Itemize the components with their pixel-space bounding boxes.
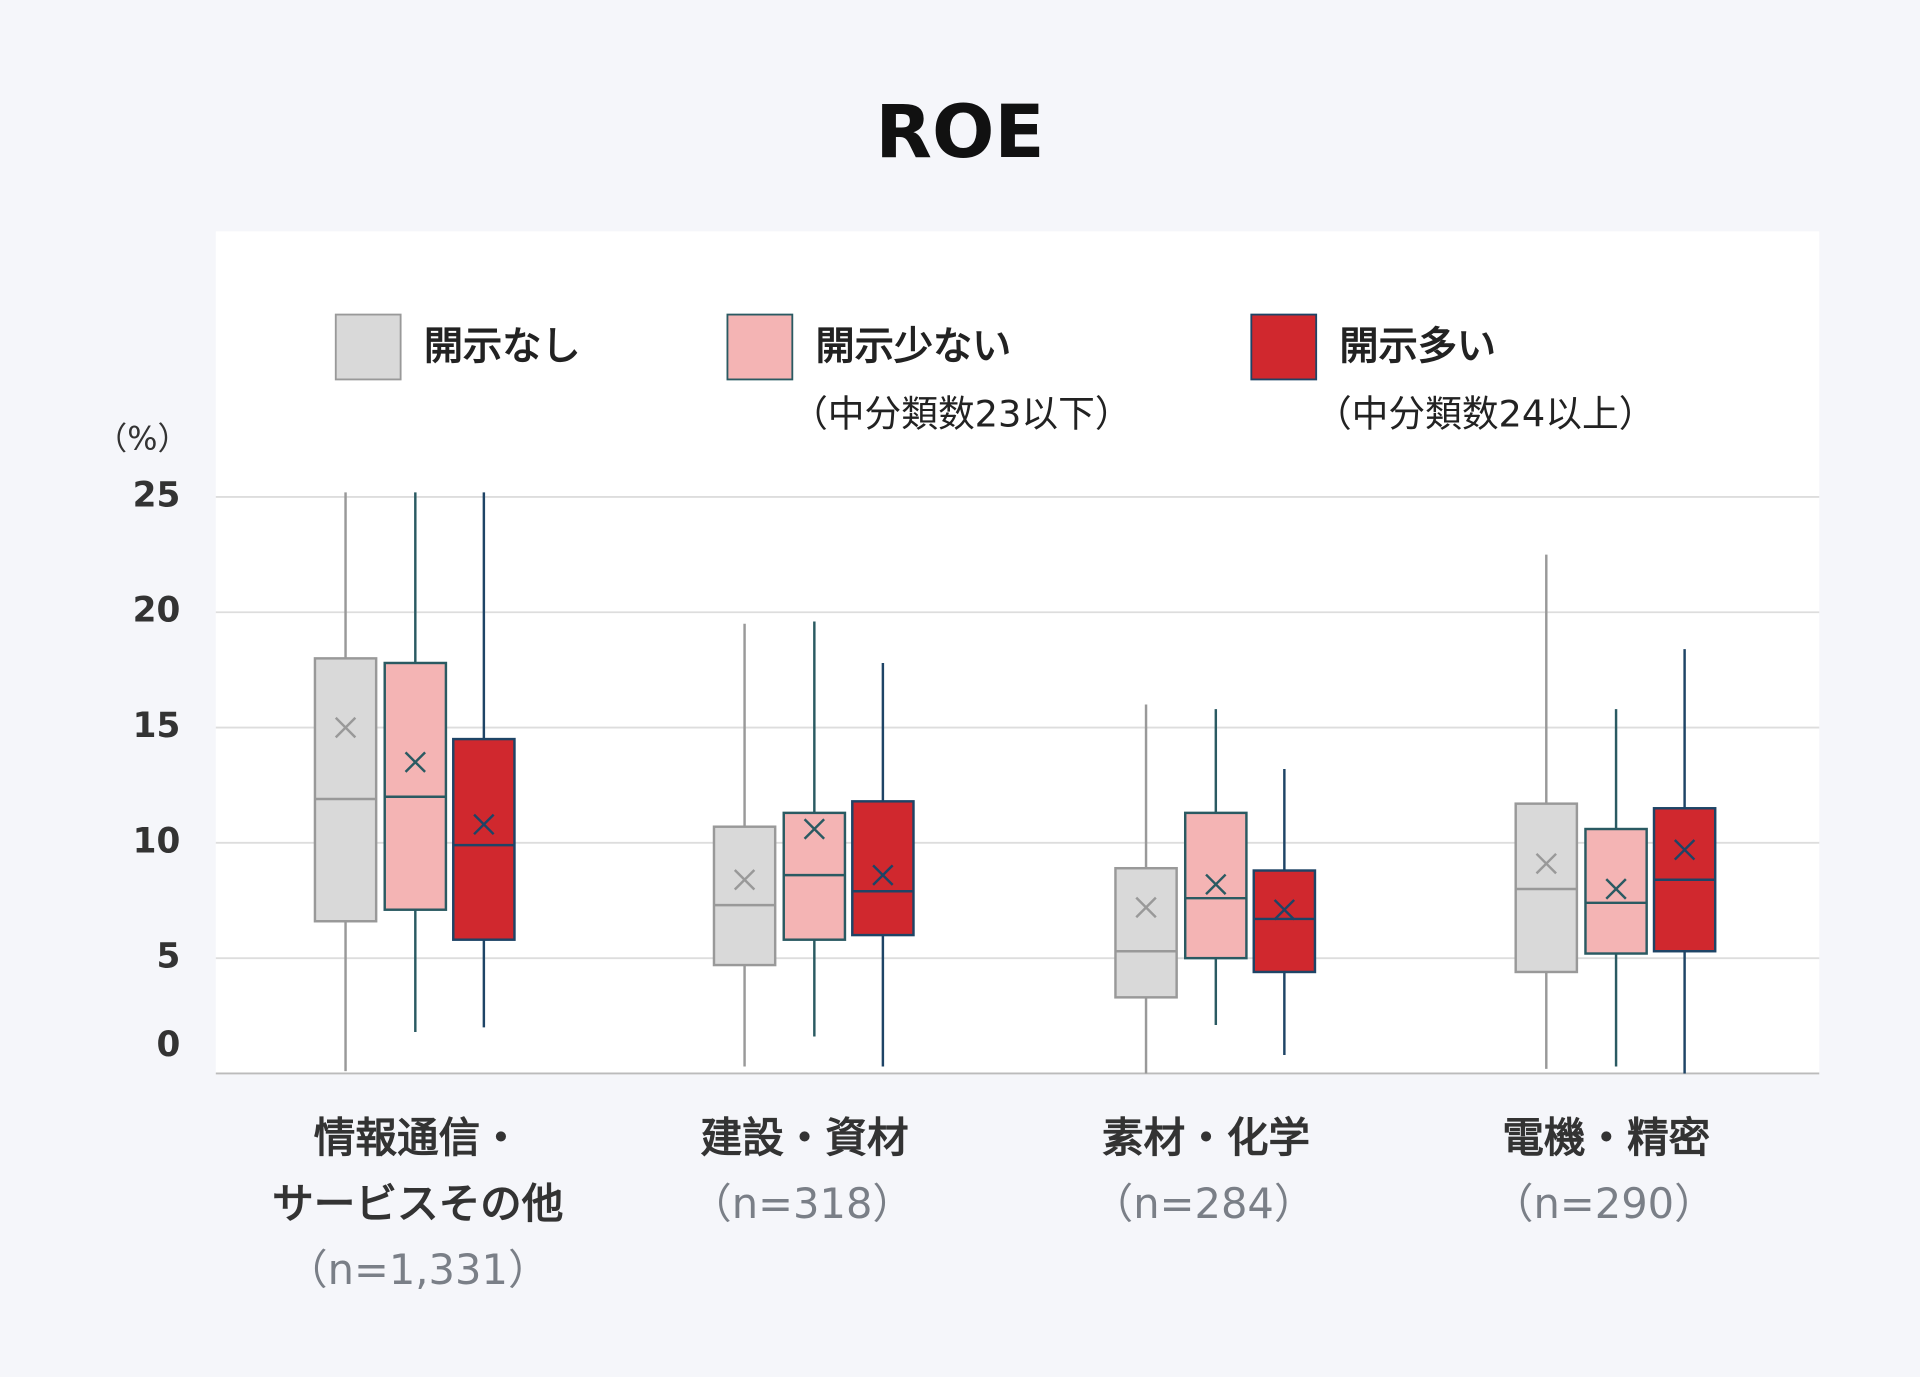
legend-swatch (334, 313, 402, 381)
y-tick-label: 10 (133, 821, 181, 861)
y-tick-label: 0 (156, 1025, 180, 1065)
x-tick-label: サービスその他 (272, 1179, 563, 1228)
x-tick-label: 建設・資材 (701, 1113, 909, 1162)
box (452, 737, 516, 941)
box (851, 800, 915, 937)
mean-marker (872, 864, 894, 886)
box (1252, 869, 1317, 974)
mean-marker (334, 716, 357, 739)
box (712, 825, 777, 967)
category-count: （n=290） (1492, 1179, 1716, 1228)
chart-title: ROE (875, 90, 1044, 175)
legend-swatch (1250, 313, 1318, 381)
mean-marker (404, 751, 426, 773)
category-count: （n=318） (690, 1179, 914, 1228)
legend-sublabel: （中分類数23以下） (791, 393, 1131, 436)
mean-marker (1205, 873, 1227, 896)
mean-marker (473, 813, 495, 836)
x-tick-label: 電機・精密 (1502, 1113, 1710, 1162)
box (1584, 827, 1648, 955)
legend-swatch (726, 313, 794, 381)
mean-marker (1605, 878, 1627, 900)
box (1114, 866, 1178, 999)
y-tick-label: 20 (133, 591, 181, 631)
box (383, 661, 448, 911)
y-tick-label: 5 (156, 937, 180, 977)
y-unit: （%） (95, 420, 189, 458)
mean-marker (1273, 899, 1296, 921)
y-tick-label: 15 (133, 706, 181, 746)
mean-marker (803, 818, 826, 840)
legend-sublabel: （中分類数24以上） (1315, 393, 1655, 436)
x-tick-label: 素材・化学 (1102, 1113, 1310, 1162)
mean-marker (733, 869, 756, 891)
mean-marker (1673, 839, 1696, 861)
legend-label: 開示多い (1339, 324, 1496, 369)
category-count: （n=1,331） (286, 1245, 550, 1294)
box (313, 657, 378, 923)
mean-marker (1135, 896, 1157, 919)
x-tick-label: 情報通信・ (314, 1113, 522, 1162)
mean-marker (1535, 852, 1557, 875)
y-tick-label: 25 (133, 475, 181, 515)
legend-label: 開示少ない (816, 324, 1012, 369)
legend-label: 開示なし (424, 324, 581, 369)
category-count: （n=284） (1092, 1179, 1316, 1228)
